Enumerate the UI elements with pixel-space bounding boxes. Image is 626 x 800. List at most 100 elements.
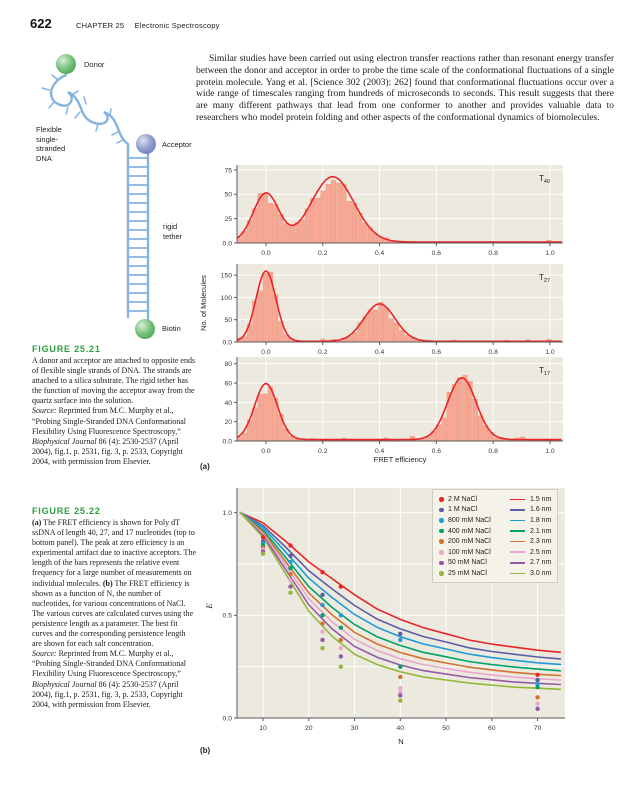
svg-text:25: 25 — [224, 216, 232, 223]
svg-text:70: 70 — [534, 725, 542, 732]
legend-line-icon — [510, 572, 525, 575]
legend-series-name: 2 M NaCl — [448, 495, 478, 503]
legend-persistence-value: 1.6 nm — [530, 506, 552, 514]
svg-text:0.2: 0.2 — [318, 250, 328, 257]
legend-series-name: 100 mM NaCl — [448, 548, 491, 556]
legend-persistence-value: 2.7 nm — [530, 559, 552, 567]
svg-text:75: 75 — [224, 167, 232, 174]
ssdna-base-ticks — [41, 74, 124, 144]
legend-persistence-value: 2.3 nm — [530, 538, 552, 546]
acceptor-label: Acceptor — [162, 140, 192, 149]
svg-text:No. of Molecules: No. of Molecules — [199, 275, 208, 331]
svg-text:0.2: 0.2 — [318, 349, 328, 356]
svg-text:0.4: 0.4 — [375, 349, 385, 356]
chapter-header: CHAPTER 25 Electronic Spectroscopy — [76, 21, 220, 30]
svg-text:30: 30 — [351, 725, 359, 732]
chart-legend: 2 M NaCl 1.5 nm 1 M NaCl 1.6 nm 800 mM NaCl 1… — [432, 489, 559, 583]
svg-text:T40: T40 — [539, 174, 550, 185]
legend-dot-icon — [439, 528, 444, 534]
legend-persistence-value: 2.5 nm — [530, 548, 552, 556]
svg-text:60: 60 — [224, 380, 232, 387]
svg-text:0.8: 0.8 — [488, 250, 498, 257]
donor-sphere — [56, 54, 76, 74]
panel-b-label: (b) — [200, 746, 211, 755]
legend-dot-icon — [439, 550, 444, 555]
ssdna-strand — [49, 73, 130, 155]
legend-persistence-value: 3.0 nm — [530, 569, 552, 577]
panel-b-wrapper: 0.0 0.5 1.0 10 20 30 40 50 60 70 E N 2 M NaCl 1.5 nm… — [196, 478, 616, 770]
legend-line-icon — [510, 530, 525, 532]
biotin-label: Biotin — [162, 324, 181, 333]
figure-25-22-heading: FIGURE 25.22 — [32, 506, 101, 516]
acceptor-sphere — [136, 134, 156, 154]
legend-series-name: 25 mM NaCl — [448, 569, 487, 577]
svg-text:0.6: 0.6 — [432, 448, 442, 455]
legend-line-icon — [510, 519, 525, 522]
legend-dot-icon — [439, 539, 444, 544]
rigid-tether-ladder — [126, 151, 150, 322]
rigid-tether-label: rigid tether — [163, 222, 183, 241]
svg-text:T17: T17 — [539, 366, 550, 377]
legend-series-name: 200 mM NaCl — [448, 538, 491, 546]
legend-persistence-value: 1.8 nm — [530, 516, 552, 524]
svg-text:0.5: 0.5 — [223, 613, 233, 620]
figure-25-21-heading: FIGURE 25.21 — [32, 344, 101, 354]
legend-entry: 2 M NaCl 1.5 nm — [439, 494, 551, 505]
svg-text:0.0: 0.0 — [261, 448, 271, 455]
svg-text:0.2: 0.2 — [318, 448, 328, 455]
svg-text:50: 50 — [224, 192, 232, 199]
svg-text:1.0: 1.0 — [545, 448, 555, 455]
legend-series-name: 50 mM NaCl — [448, 559, 487, 567]
legend-persistence-value: 2.1 nm — [530, 527, 552, 535]
legend-line-icon — [510, 551, 525, 554]
legend-line-icon — [510, 540, 525, 543]
svg-text:20: 20 — [224, 419, 232, 426]
svg-text:0.0: 0.0 — [223, 240, 233, 247]
svg-text:40: 40 — [397, 725, 405, 732]
legend-line-icon — [510, 562, 525, 564]
panel-a-label: (a) — [200, 462, 210, 471]
chapter-title: Electronic Spectroscopy — [134, 21, 220, 30]
svg-text:E: E — [204, 603, 214, 610]
svg-text:20: 20 — [305, 725, 313, 732]
svg-text:0.0: 0.0 — [223, 339, 233, 346]
figure-25-21-caption: A donor and acceptor are attached to opp… — [32, 356, 196, 466]
legend-dot-icon — [439, 571, 444, 576]
svg-text:0.0: 0.0 — [223, 438, 233, 445]
legend-series-name: 400 mM NaCl — [448, 527, 491, 535]
svg-text:60: 60 — [488, 725, 496, 732]
svg-text:1.0: 1.0 — [223, 510, 233, 517]
biotin-sphere — [135, 319, 155, 339]
page-number: 622 — [30, 16, 52, 31]
svg-text:0.4: 0.4 — [375, 250, 385, 257]
svg-text:0.8: 0.8 — [488, 448, 498, 455]
svg-text:0.0: 0.0 — [223, 715, 233, 722]
legend-dot-icon — [439, 518, 444, 523]
svg-text:50: 50 — [224, 317, 232, 324]
donor-label: Donor — [84, 60, 105, 69]
legend-entry: 200 mM NaCl 2.3 nm — [439, 536, 551, 547]
svg-text:150: 150 — [221, 273, 233, 280]
chapter-label: CHAPTER 25 — [76, 21, 125, 30]
svg-text:100: 100 — [221, 295, 233, 302]
flexible-ssdna-label: Flexible single- stranded DNA — [36, 125, 66, 163]
legend-series-name: 1 M NaCl — [448, 506, 478, 514]
legend-dot-icon — [439, 507, 444, 513]
panel-a-chart: 0.0 25 50 75 0.0 0.2 0.4 0.6 0.8 1.0 T40 0.0 50 100 15… — [199, 165, 563, 464]
svg-text:0.6: 0.6 — [432, 349, 442, 356]
svg-text:N: N — [398, 737, 403, 746]
figure-25-22-caption: (a) The FRET efficiency is shown for Pol… — [32, 518, 196, 709]
legend-persistence-value: 1.5 nm — [530, 495, 552, 503]
legend-entry: 50 mM NaCl 2.7 nm — [439, 558, 551, 569]
svg-text:80: 80 — [224, 361, 232, 368]
svg-text:1.0: 1.0 — [545, 250, 555, 257]
legend-line-icon — [510, 498, 525, 501]
svg-text:40: 40 — [224, 400, 232, 407]
svg-text:10: 10 — [259, 725, 267, 732]
legend-entry: 800 mM NaCl 1.8 nm — [439, 515, 551, 526]
body-paragraph: Similar studies have been carried out us… — [196, 54, 614, 123]
svg-text:0.0: 0.0 — [261, 250, 271, 257]
svg-text:FRET efficiency: FRET efficiency — [374, 455, 427, 464]
svg-text:50: 50 — [442, 725, 450, 732]
